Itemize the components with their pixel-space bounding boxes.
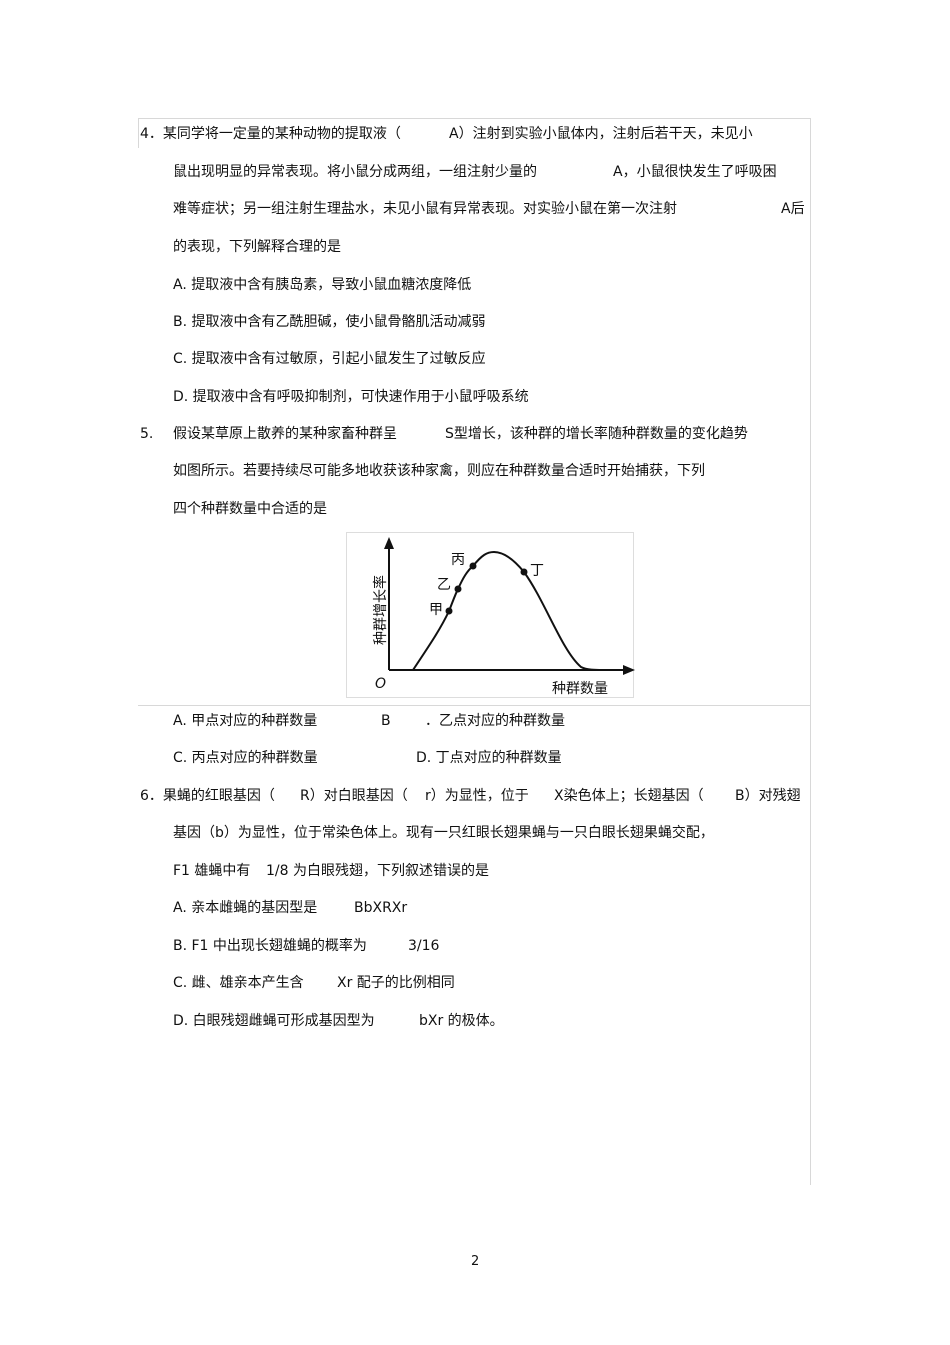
point-jia xyxy=(445,607,453,615)
q6-option-b-value: 3/16 xyxy=(408,938,440,954)
q5-option-d: D. 丁点对应的种群数量 xyxy=(416,750,562,766)
q4-text: A）注射到实验小鼠体内，注射后若干天，未见小 xyxy=(449,126,753,142)
q6-option-c-value: Xr 配子的比例相同 xyxy=(337,975,455,991)
q5-option-a: A. 甲点对应的种群数量 xyxy=(173,713,318,729)
q4-text: 难等症状；另一组注射生理盐水，未见小鼠有异常表现。对实验小鼠在第一次注射 xyxy=(173,201,677,217)
frame-divider-line xyxy=(138,705,811,706)
y-axis-label: 种群增长率 xyxy=(372,575,389,645)
q6-text: B）对残翅 xyxy=(735,788,801,804)
q6-option-d: D. 白眼残翅雌蝇可形成基因型为 xyxy=(173,1013,375,1029)
q4-option-c: C. 提取液中含有过敏原，引起小鼠发生了过敏反应 xyxy=(173,351,486,367)
q4-option-d: D. 提取液中含有呼吸抑制剂，可快速作用于小鼠呼吸系统 xyxy=(173,389,529,405)
label-jia: 甲 xyxy=(429,602,443,618)
frame-right-line xyxy=(810,118,811,1185)
label-bing: 丙 xyxy=(451,552,465,568)
q4-text: A，小鼠很快发生了呼吸困 xyxy=(613,164,777,180)
q6-text: X染色体上；长翅基因（ xyxy=(554,788,704,804)
q6-text: 6．果蝇的红眼基因（ xyxy=(140,788,275,804)
q4-text: 的表现，下列解释合理的是 xyxy=(173,239,341,255)
q6-option-a-value: BbXRXr xyxy=(354,900,408,916)
q5-option-b-text: ．乙点对应的种群数量 xyxy=(425,713,565,729)
frame-top-line xyxy=(138,118,811,119)
q6-text: R）对白眼基因（ xyxy=(300,788,408,804)
q6-option-b: B. F1 中出现长翅雄蝇的概率为 xyxy=(173,938,367,954)
q4-text: 鼠出现明显的异常表现。将小鼠分成两组，一组注射少量的 xyxy=(173,164,537,180)
label-yi: 乙 xyxy=(437,577,451,593)
q6-text: r）为显性，位于 xyxy=(425,788,529,804)
q6-text: 1/8 为白眼残翅，下列叙述错误的是 xyxy=(266,863,489,879)
x-axis-arrow xyxy=(623,665,635,675)
q4-option-a: A. 提取液中含有胰岛素，导致小鼠血糖浓度降低 xyxy=(173,277,472,293)
page-number: 2 xyxy=(471,1254,480,1269)
q6-text: F1 雄蝇中有 xyxy=(173,863,251,879)
q4-text: 4．某同学将一定量的某种动物的提取液（ xyxy=(140,126,401,142)
q5-text: 如图所示。若要持续尽可能多地收获该种家禽，则应在种群数量合适时开始捕获，下列 xyxy=(173,463,705,479)
q6-option-a: A. 亲本雌蝇的基因型是 xyxy=(173,900,318,916)
label-ding: 丁 xyxy=(530,563,544,579)
q6-option-c: C. 雌、雄亲本产生含 xyxy=(173,975,304,991)
growth-rate-figure: 甲 乙 丙 丁 O 种群数量 种群增长率 xyxy=(346,532,635,698)
point-yi xyxy=(454,585,462,593)
q6-text: 基因（b）为显性，位于常染色体上。现有一只红眼长翅果蝇与一只白眼长翅果蝇交配， xyxy=(173,825,714,841)
x-axis-label: 种群数量 xyxy=(552,681,608,697)
q5-text: 假设某草原上散养的某种家畜种群呈 xyxy=(173,426,397,442)
frame-left-line xyxy=(138,118,139,148)
q4-text: A后 xyxy=(781,201,805,217)
q6-option-d-value: bXr 的极体。 xyxy=(419,1013,504,1029)
q5-number: 5. xyxy=(140,426,154,442)
q5-option-c: C. 丙点对应的种群数量 xyxy=(173,750,318,766)
origin-label: O xyxy=(375,676,386,692)
point-bing xyxy=(469,562,477,570)
q5-option-b: B xyxy=(381,713,391,729)
q4-option-b: B. 提取液中含有乙酰胆碱，使小鼠骨骼肌活动减弱 xyxy=(173,314,486,330)
q5-text: S型增长，该种群的增长率随种群数量的变化趋势 xyxy=(445,426,748,442)
y-axis-arrow xyxy=(384,537,394,549)
q5-text: 四个种群数量中合适的是 xyxy=(173,501,327,517)
point-ding xyxy=(520,568,528,576)
